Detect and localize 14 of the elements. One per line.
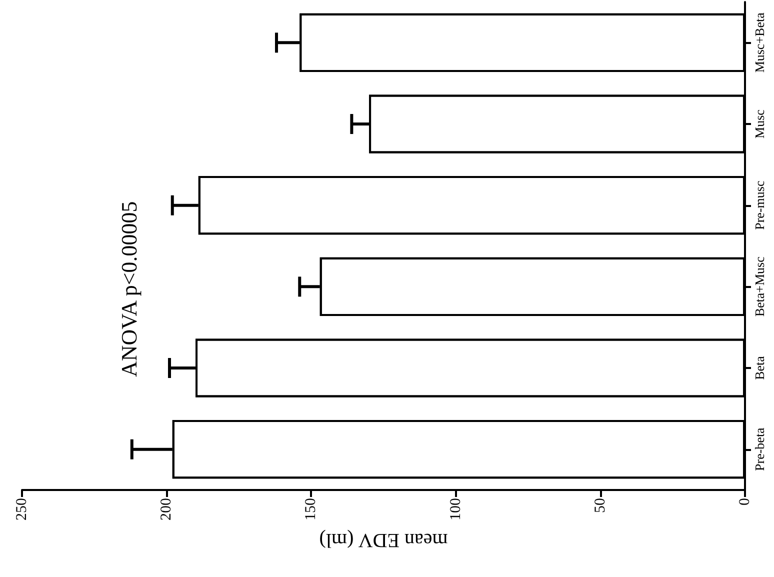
y-tick-label: Pre-musc <box>752 180 767 230</box>
annotation: ANOVA p<0.00005 <box>116 201 142 378</box>
x-tick-label: 250 <box>14 498 30 520</box>
x-tick-label: 150 <box>303 498 320 520</box>
x-tick-label: 50 <box>592 498 608 513</box>
x-tick-label: 0 <box>737 498 753 506</box>
x-axis-title: mean EDV (ml) <box>319 529 448 551</box>
x-tick-label: 200 <box>158 498 175 520</box>
y-tick-label: Musc <box>752 109 767 138</box>
y-tick-label: Musc+Beta <box>752 12 767 73</box>
x-tick-label: 100 <box>448 498 464 520</box>
y-tick-label: Beta <box>752 356 767 380</box>
y-tick-label: Pre-beta <box>752 427 767 471</box>
y-tick-label: Beta+Musc <box>752 256 767 317</box>
